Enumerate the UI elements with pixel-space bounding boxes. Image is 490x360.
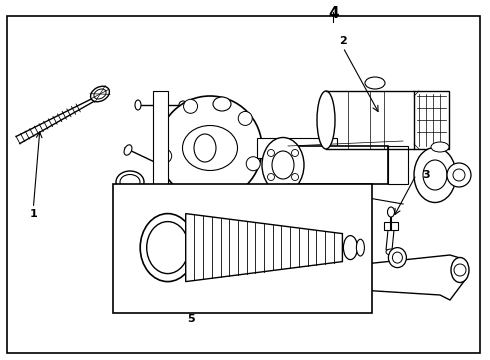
Ellipse shape xyxy=(116,171,144,193)
Ellipse shape xyxy=(414,148,456,202)
Ellipse shape xyxy=(179,101,187,109)
Ellipse shape xyxy=(124,145,132,155)
Circle shape xyxy=(158,96,262,200)
Circle shape xyxy=(158,149,172,163)
Circle shape xyxy=(453,169,465,181)
Ellipse shape xyxy=(365,77,385,89)
Bar xyxy=(278,146,388,184)
Bar xyxy=(414,91,449,149)
Polygon shape xyxy=(186,213,343,282)
Ellipse shape xyxy=(213,97,231,111)
Ellipse shape xyxy=(451,257,469,283)
Ellipse shape xyxy=(272,151,294,179)
Polygon shape xyxy=(153,91,168,205)
Ellipse shape xyxy=(91,86,109,102)
Ellipse shape xyxy=(317,91,335,149)
Ellipse shape xyxy=(140,213,195,282)
Ellipse shape xyxy=(147,222,189,274)
Polygon shape xyxy=(355,255,465,300)
Ellipse shape xyxy=(392,252,402,263)
Circle shape xyxy=(292,149,298,157)
Circle shape xyxy=(268,149,274,157)
Text: 2: 2 xyxy=(339,36,347,46)
Ellipse shape xyxy=(386,249,396,255)
Circle shape xyxy=(292,174,298,180)
Ellipse shape xyxy=(94,89,106,99)
Circle shape xyxy=(447,163,471,187)
Bar xyxy=(113,184,372,313)
Ellipse shape xyxy=(120,175,140,189)
Ellipse shape xyxy=(356,239,365,256)
Circle shape xyxy=(454,264,466,276)
Circle shape xyxy=(199,187,213,201)
Ellipse shape xyxy=(431,142,449,152)
Polygon shape xyxy=(386,230,394,250)
Ellipse shape xyxy=(388,207,394,217)
Circle shape xyxy=(246,157,260,171)
Text: 5: 5 xyxy=(187,314,195,324)
Ellipse shape xyxy=(135,100,141,110)
Ellipse shape xyxy=(389,248,406,267)
Ellipse shape xyxy=(194,134,216,162)
Bar xyxy=(257,138,337,158)
Polygon shape xyxy=(384,222,398,230)
Ellipse shape xyxy=(423,160,447,190)
Ellipse shape xyxy=(343,235,357,260)
Ellipse shape xyxy=(158,162,168,171)
Text: 3: 3 xyxy=(422,170,430,180)
Text: 1: 1 xyxy=(29,209,37,219)
Circle shape xyxy=(238,112,252,125)
Circle shape xyxy=(268,174,274,180)
Text: 4: 4 xyxy=(328,6,339,22)
Ellipse shape xyxy=(262,138,304,193)
Ellipse shape xyxy=(182,126,238,171)
Circle shape xyxy=(184,99,197,113)
Bar xyxy=(388,146,408,184)
